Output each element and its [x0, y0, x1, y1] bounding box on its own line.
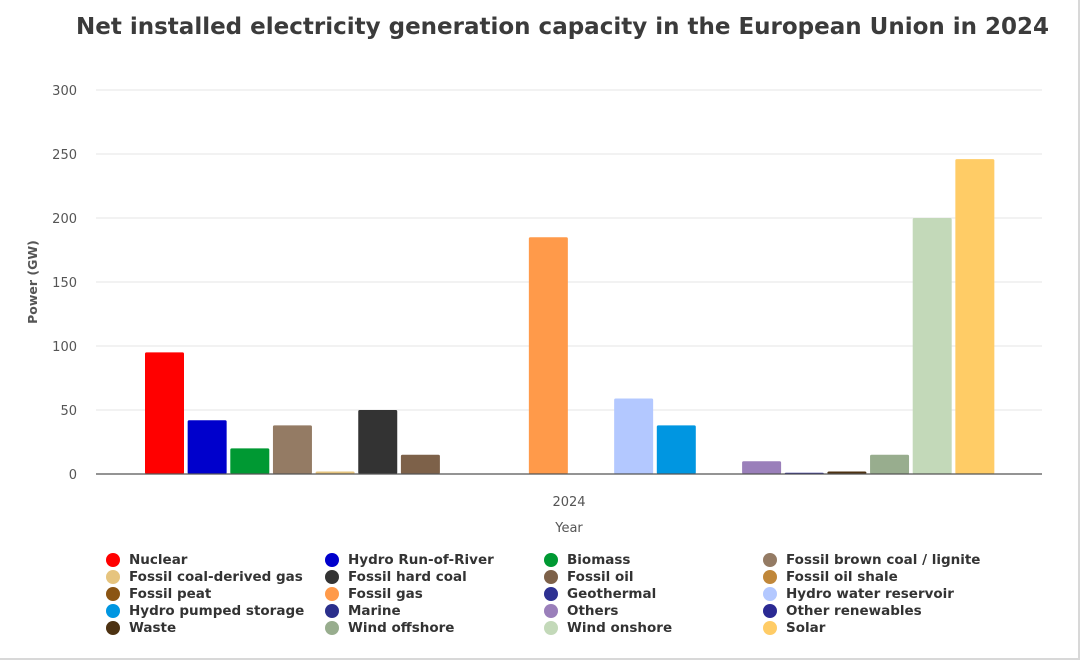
legend-item[interactable]: Others — [544, 602, 763, 619]
bar-others[interactable] — [742, 461, 782, 474]
legend-label: Other renewables — [786, 602, 922, 619]
legend-swatch — [325, 569, 339, 584]
legend-swatch — [763, 620, 777, 635]
bar-hydro-water-reservoir[interactable] — [614, 398, 654, 474]
bar-wind-onshore[interactable] — [912, 218, 952, 474]
legend-item[interactable]: Fossil gas — [325, 585, 544, 602]
legend-swatch — [325, 603, 339, 618]
legend-label: Biomass — [567, 551, 631, 568]
bar-fossil-oil[interactable] — [400, 454, 440, 474]
legend-swatch — [106, 603, 120, 618]
legend-label: Nuclear — [129, 551, 188, 568]
legend-item[interactable]: Other renewables — [763, 602, 1023, 619]
y-axis-label: Power (GW) — [25, 240, 40, 324]
bar-fossil-brown-coal-lignite[interactable] — [272, 425, 312, 474]
bar-fossil-gas[interactable] — [528, 237, 568, 474]
legend-label: Waste — [129, 619, 177, 636]
bar-fossil-hard-coal[interactable] — [358, 410, 398, 474]
legend-item[interactable]: Wind offshore — [325, 619, 544, 636]
legend-label: Fossil brown coal / lignite — [786, 551, 981, 568]
x-axis-label: Year — [554, 521, 583, 536]
legend-swatch — [763, 603, 777, 618]
legend-swatch — [106, 569, 120, 584]
bars — [145, 159, 995, 474]
legend-swatch — [763, 586, 777, 601]
legend-swatch — [325, 586, 339, 601]
legend-label: Fossil oil — [567, 568, 634, 585]
legend-label: Hydro water reservoir — [786, 585, 954, 602]
legend-item[interactable]: Solar — [763, 619, 1023, 636]
legend-item[interactable]: Waste — [106, 619, 325, 636]
legend-swatch — [763, 569, 777, 584]
y-tick-label: 0 — [69, 468, 77, 483]
bar-nuclear[interactable] — [145, 352, 184, 474]
legend-swatch — [106, 552, 120, 567]
y-tick-label: 250 — [52, 148, 77, 163]
y-tick-label: 200 — [52, 212, 77, 227]
legend-item[interactable]: Hydro pumped storage — [106, 602, 325, 619]
legend-label: Wind offshore — [348, 619, 455, 636]
legend-label: Fossil oil shale — [786, 568, 898, 585]
legend-label: Hydro Run-of-River — [348, 551, 494, 568]
legend-swatch — [544, 569, 558, 584]
bar-wind-offshore[interactable] — [870, 454, 910, 474]
legend-label: Marine — [348, 602, 401, 619]
chart-title: Net installed electricity generation cap… — [76, 14, 1050, 40]
y-tick-label: 300 — [52, 84, 77, 99]
legend-swatch — [544, 552, 558, 567]
legend-item[interactable]: Biomass — [544, 551, 763, 568]
legend-item[interactable]: Marine — [325, 602, 544, 619]
legend-label: Fossil coal-derived gas — [129, 568, 303, 585]
legend-label: Solar — [786, 619, 826, 636]
legend-item[interactable]: Fossil brown coal / lignite — [763, 551, 1023, 568]
legend-item[interactable]: Fossil peat — [106, 585, 325, 602]
legend-item[interactable]: Wind onshore — [544, 619, 763, 636]
legend-item[interactable]: Hydro Run-of-River — [325, 551, 544, 568]
bar-fossil-coal-derived-gas[interactable] — [315, 471, 355, 474]
legend-swatch — [763, 552, 777, 567]
legend-item[interactable]: Nuclear — [106, 551, 325, 568]
legend-item[interactable]: Hydro water reservoir — [763, 585, 1023, 602]
y-tick-label: 50 — [60, 404, 77, 419]
y-tick-label: 150 — [52, 276, 77, 291]
legend-item[interactable]: Fossil coal-derived gas — [106, 568, 325, 585]
legend: Nuclear Hydro Run-of-River Biomass Fossil b… — [106, 551, 1066, 636]
legend-item[interactable]: Fossil oil — [544, 568, 763, 585]
legend-item[interactable]: Fossil oil shale — [763, 568, 1023, 585]
legend-swatch — [106, 620, 120, 635]
legend-label: Fossil gas — [348, 585, 423, 602]
legend-label: Others — [567, 602, 619, 619]
legend-label: Fossil peat — [129, 585, 212, 602]
legend-label: Fossil hard coal — [348, 568, 467, 585]
legend-swatch — [544, 603, 558, 618]
legend-swatch — [325, 552, 339, 567]
legend-swatch — [544, 586, 558, 601]
legend-swatch — [325, 620, 339, 635]
y-tick-label: 100 — [52, 340, 77, 355]
bar-biomass[interactable] — [230, 448, 270, 474]
bar-solar[interactable] — [955, 159, 995, 474]
bar-waste[interactable] — [827, 471, 867, 474]
bar-hydro-pumped-storage[interactable] — [656, 425, 696, 474]
legend-label: Geothermal — [567, 585, 657, 602]
y-axis-ticks: 0 50 100 150 200 250 300 — [52, 84, 77, 483]
gridlines — [96, 89, 1042, 411]
legend-label: Hydro pumped storage — [129, 602, 305, 619]
x-tick-label: 2024 — [552, 495, 585, 510]
bar-chart: 0 50 100 150 200 250 300 2024 Year Power (GW) — [25, 84, 1042, 536]
legend-swatch — [106, 586, 120, 601]
legend-label: Wind onshore — [567, 619, 673, 636]
legend-swatch — [544, 620, 558, 635]
legend-item[interactable]: Fossil hard coal — [325, 568, 544, 585]
legend-item[interactable]: Geothermal — [544, 585, 763, 602]
bar-hydro-run-of-river[interactable] — [187, 420, 227, 474]
